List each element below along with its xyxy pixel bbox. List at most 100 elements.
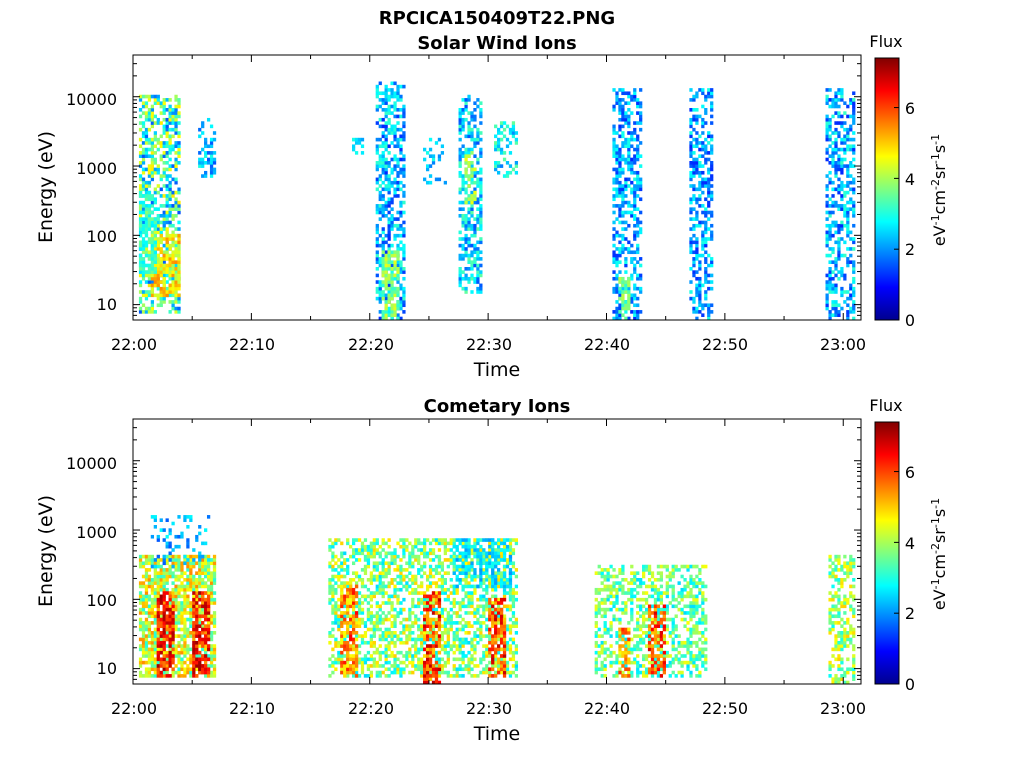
heatmap-cell — [849, 200, 853, 205]
heatmap-cell — [636, 303, 640, 308]
heatmap-cell — [411, 561, 415, 566]
heatmap-cell — [201, 657, 205, 662]
heatmap-cell — [479, 137, 483, 142]
heatmap-cell — [689, 217, 693, 221]
heatmap-cell — [381, 601, 385, 605]
colorbar-tick-marks — [894, 107, 899, 321]
heatmap-cell — [831, 223, 835, 228]
heatmap-cell — [479, 270, 483, 274]
heatmap-cell — [831, 250, 835, 255]
heatmap-cell — [381, 561, 385, 566]
heatmap-cell — [482, 597, 486, 602]
heatmap-cell — [384, 147, 388, 152]
heatmap-cell — [138, 270, 143, 274]
heatmap-cell — [387, 187, 391, 192]
heatmap-cell — [698, 290, 702, 294]
heatmap-cell — [390, 197, 394, 202]
heatmap-cell — [411, 544, 415, 549]
heatmap-cell — [201, 554, 205, 559]
heatmap-cell — [387, 293, 391, 298]
heatmap-cell — [399, 578, 403, 582]
heatmap-cell — [171, 223, 175, 228]
heatmap-cell — [458, 164, 462, 168]
heatmap-cell — [446, 644, 450, 648]
heatmap-cell — [399, 263, 403, 268]
heatmap-cell — [334, 611, 338, 615]
heatmap-cell — [425, 151, 430, 155]
heatmap-cell — [473, 117, 477, 122]
heatmap-cell — [138, 151, 143, 155]
heatmap-cell — [689, 147, 693, 152]
heatmap-cell — [150, 94, 155, 99]
heatmap-cell — [852, 260, 856, 264]
heatmap-cell — [624, 111, 628, 115]
heatmap-cell — [156, 574, 160, 579]
heatmap-cell — [455, 674, 459, 678]
heatmap-cell — [464, 631, 468, 635]
heatmap-cell — [209, 558, 214, 562]
heatmap-cell — [153, 151, 157, 155]
heatmap-cell — [162, 601, 166, 605]
heatmap-cell — [183, 624, 187, 628]
heatmap-cell — [331, 670, 335, 675]
heatmap-cell — [375, 227, 379, 231]
heatmap-cell — [144, 674, 149, 678]
heatmap-cell — [201, 621, 205, 625]
heatmap-cell — [162, 204, 166, 208]
heatmap-cell — [405, 634, 409, 638]
heatmap-cell — [201, 604, 205, 609]
heatmap-cell — [378, 551, 382, 556]
heatmap-cell — [384, 204, 388, 208]
heatmap-cell — [384, 554, 388, 559]
heatmap-cell — [141, 161, 146, 165]
heatmap-cell — [707, 187, 711, 192]
heatmap-cell — [334, 604, 338, 609]
heatmap-cell — [346, 674, 350, 678]
y-tick-label: 10000 — [66, 90, 117, 109]
heatmap-cell — [834, 101, 838, 105]
heatmap-cell — [494, 164, 498, 168]
heatmap-cell — [369, 670, 374, 675]
heatmap-cell — [192, 621, 196, 625]
heatmap-cell — [479, 190, 483, 195]
heatmap-cell — [174, 263, 178, 268]
heatmap-cell — [180, 621, 184, 625]
heatmap-cell — [209, 581, 214, 585]
heatmap-cell — [446, 660, 450, 665]
heatmap-cell — [168, 644, 172, 648]
heatmap-cell — [186, 644, 190, 648]
heatmap-cell — [828, 98, 832, 102]
heatmap-cell — [837, 253, 841, 258]
heatmap-cell — [828, 230, 832, 235]
heatmap-cell — [846, 310, 850, 314]
heatmap-cell — [695, 253, 699, 258]
heatmap-cell — [399, 240, 403, 245]
heatmap-cell — [168, 597, 172, 602]
heatmap-cell — [174, 204, 178, 208]
heatmap-cell — [630, 187, 634, 192]
heatmap-cell — [440, 561, 445, 566]
heatmap-cell — [402, 174, 406, 178]
heatmap-cell — [162, 210, 166, 215]
heatmap-cell — [852, 101, 856, 105]
heatmap-cell — [171, 306, 175, 311]
heatmap-cell — [633, 204, 637, 208]
heatmap-cell — [168, 640, 172, 645]
heatmap-cell — [381, 101, 385, 105]
heatmap-cell — [141, 594, 146, 599]
heatmap-cell — [612, 177, 616, 182]
heatmap-cell — [396, 300, 400, 304]
heatmap-cell — [837, 207, 841, 211]
heatmap-cell — [831, 233, 835, 238]
heatmap-cell — [171, 121, 175, 125]
heatmap-cell — [174, 624, 178, 628]
heatmap-cell — [615, 217, 619, 221]
heatmap-cell — [162, 270, 166, 274]
heatmap-cell — [624, 121, 628, 125]
heatmap-cell — [473, 584, 477, 589]
heatmap-cell — [204, 664, 208, 668]
heatmap-cell — [206, 161, 211, 165]
heatmap-cell — [618, 313, 622, 317]
heatmap-cell — [174, 276, 178, 281]
heatmap-cell — [138, 200, 143, 205]
